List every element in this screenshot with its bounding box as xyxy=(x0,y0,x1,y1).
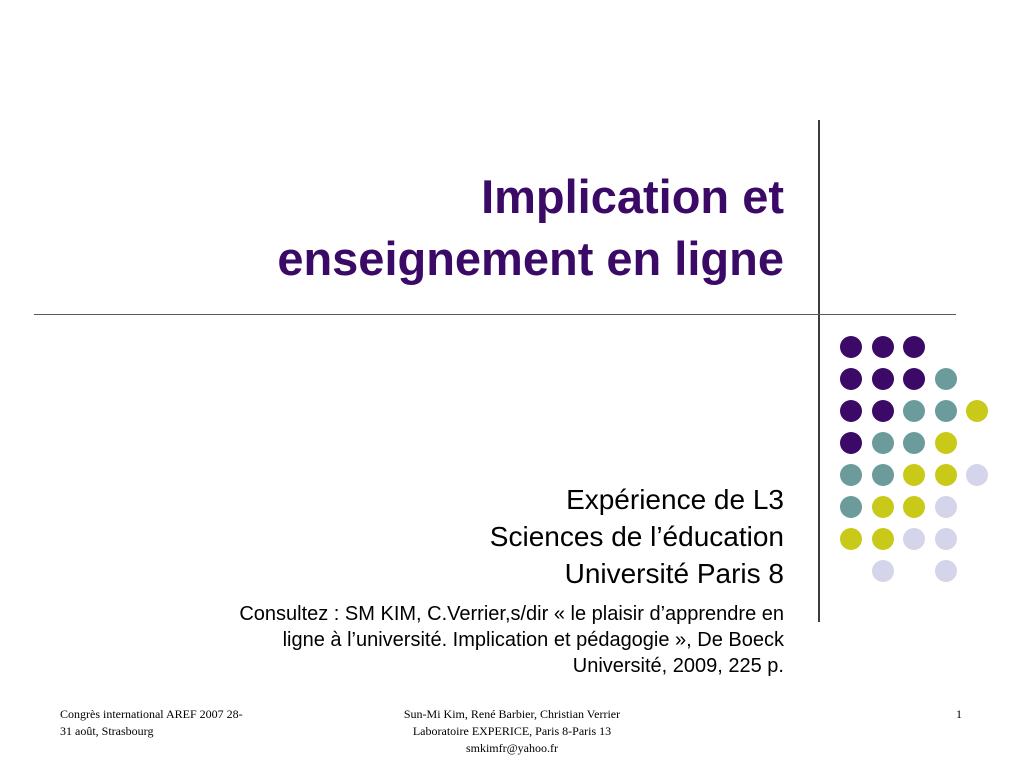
decorative-dot-yellow xyxy=(934,432,957,454)
decorative-dot-lavender xyxy=(934,496,957,518)
footer-left-line-1: Congrès international AREF 2007 28- xyxy=(60,707,243,721)
decorative-dot-yellow xyxy=(903,464,925,486)
horizontal-divider xyxy=(34,314,956,315)
decorative-dot-teal xyxy=(840,464,862,486)
subtitle-line-1: Expérience de L3 xyxy=(566,484,784,515)
decorative-dot-purple xyxy=(903,336,925,358)
decorative-dot-purple xyxy=(840,336,862,358)
decorative-dot-yellow xyxy=(871,496,894,518)
decorative-dot-yellow xyxy=(903,496,925,518)
title-line-1: Implication et xyxy=(481,170,784,223)
decorative-dot-lavender xyxy=(934,528,957,550)
decorative-dot-lavender xyxy=(966,464,988,486)
decorative-dot-purple xyxy=(871,368,894,390)
decorative-dot-lavender xyxy=(903,528,925,550)
subtitle-line-2: Sciences de l’éducation xyxy=(489,521,784,552)
slide-title: Implication et enseignement en ligne xyxy=(144,166,784,290)
decorative-dot-purple xyxy=(871,336,894,358)
reference-text: Consultez : SM KIM, C.Verrier,s/dir « le… xyxy=(84,601,784,679)
footer-conference: Congrès international AREF 2007 28- 31 a… xyxy=(60,706,300,740)
decorative-dot-purple xyxy=(840,368,862,390)
decorative-dot-lavender xyxy=(934,560,957,582)
footer-center-line-3: smkimfr@yahoo.fr xyxy=(465,741,559,755)
decorative-dot-lavender xyxy=(871,560,894,582)
decorative-dot-purple xyxy=(871,400,894,422)
subtitle-line-3: Université Paris 8 xyxy=(564,558,784,589)
decorative-dot-teal xyxy=(934,400,957,422)
reference-line-3: Université, 2009, 225 p. xyxy=(572,655,784,677)
slide-subtitle: Expérience de L3 Sciences de l’éducation… xyxy=(224,481,784,592)
decorative-dot-teal xyxy=(903,432,925,454)
footer-center-line-1: Sun-Mi Kim, René Barbier, Christian Verr… xyxy=(403,707,621,721)
footer-center-line-2: Laboratoire EXPERICE, Paris 8-Paris 13 xyxy=(412,724,612,738)
decorative-dot-yellow xyxy=(966,400,988,422)
decorative-dot-yellow xyxy=(934,464,957,486)
decorative-dot-yellow xyxy=(840,528,862,550)
decorative-dot-teal xyxy=(903,400,925,422)
footer-authors: Sun-Mi Kim, René Barbier, Christian Verr… xyxy=(362,706,662,757)
decorative-dot-yellow xyxy=(871,528,894,550)
title-line-2: enseignement en ligne xyxy=(277,232,784,285)
decorative-dot-purple xyxy=(840,432,862,454)
decorative-dot-teal xyxy=(934,368,957,390)
footer-left-line-2: 31 août, Strasbourg xyxy=(60,724,154,738)
reference-line-2: ligne à l’université. Implication et péd… xyxy=(282,629,784,651)
decorative-dot-purple xyxy=(903,368,925,390)
decorative-dot-teal xyxy=(871,464,894,486)
decorative-dot-teal xyxy=(840,496,862,518)
vertical-divider xyxy=(818,120,820,622)
page-number: 1 xyxy=(956,707,962,721)
decorative-dot-purple xyxy=(840,400,862,422)
decorative-dot-teal xyxy=(871,432,894,454)
reference-line-1: Consultez : SM KIM, C.Verrier,s/dir « le… xyxy=(239,603,784,625)
